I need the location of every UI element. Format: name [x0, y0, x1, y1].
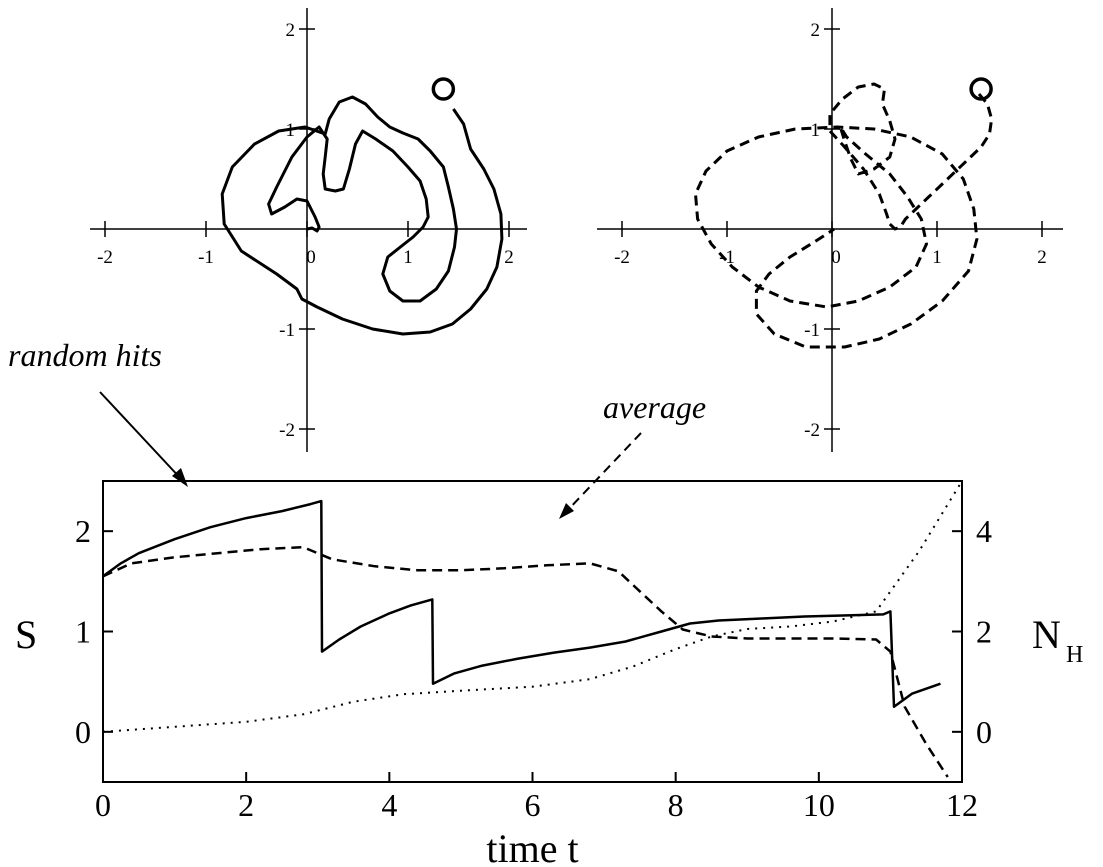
annotation-average: average [603, 389, 706, 425]
x-tick-label: 2 [1037, 247, 1047, 268]
orbit-plot-right: -2 -1 0 1 2 -2 -1 1 2 [597, 8, 1063, 452]
y-tick-label: -2 [804, 420, 820, 441]
y-tick-label: -2 [279, 420, 295, 441]
x-axis-label: time t [486, 826, 578, 867]
y-tick-label: 1 [75, 614, 91, 650]
y2-axis-label-subscript: H [1066, 642, 1083, 668]
trajectory-line [220, 95, 504, 336]
x-tick-label: 10 [803, 787, 835, 823]
x-tick-label: 2 [504, 247, 514, 268]
y-tick-label: 2 [811, 20, 821, 41]
x-tick-label: 0 [95, 787, 111, 823]
x-tick-label: 8 [668, 787, 684, 823]
x-tick-label: -2 [97, 247, 113, 268]
dotted-series-line [102, 480, 963, 733]
x-tick-label: 12 [946, 787, 978, 823]
orbit-plot-left: -2 -1 0 1 2-2-112 [90, 8, 527, 452]
y-tick-label: -1 [279, 320, 295, 341]
annotation-arrowhead-average [559, 503, 574, 519]
y-tick-label: 1 [811, 120, 821, 141]
x-tick-label: 6 [525, 787, 541, 823]
y-tick-label: 0 [75, 714, 91, 750]
x-tick-label: 1 [403, 247, 413, 268]
x-tick-label: -1 [198, 247, 214, 268]
x-tick-label: 0 [831, 247, 841, 268]
y2-tick-label: 0 [976, 714, 992, 750]
y2-axis-label: N [1032, 612, 1061, 657]
annotation-arrow-random-hits [99, 391, 184, 482]
y2-tick-label: 2 [976, 614, 992, 650]
y-tick-label: 2 [75, 513, 91, 549]
annotation-arrowhead-random-hits [172, 468, 188, 487]
x-tick-label: 1 [932, 247, 942, 268]
annotation-random-hits: random hits [8, 337, 162, 373]
solid-series-line [102, 499, 941, 709]
x-tick-label: -1 [719, 247, 735, 268]
x-tick-label: 2 [238, 787, 254, 823]
y2-tick-label: 4 [976, 513, 992, 549]
start-circle-marker [431, 77, 456, 101]
plot-frame [102, 480, 963, 783]
dashed-series-line [102, 545, 949, 778]
y-tick-label: -1 [804, 320, 820, 341]
trajectory-line [694, 82, 994, 349]
y-tick-label: 2 [286, 20, 296, 41]
start-circle-marker [969, 77, 993, 101]
annotation-arrow-average [564, 432, 642, 514]
y-axis-label: S [15, 612, 37, 657]
x-tick-label: 0 [306, 247, 316, 268]
x-tick-label: 4 [381, 787, 397, 823]
x-tick-label: -2 [614, 247, 630, 268]
